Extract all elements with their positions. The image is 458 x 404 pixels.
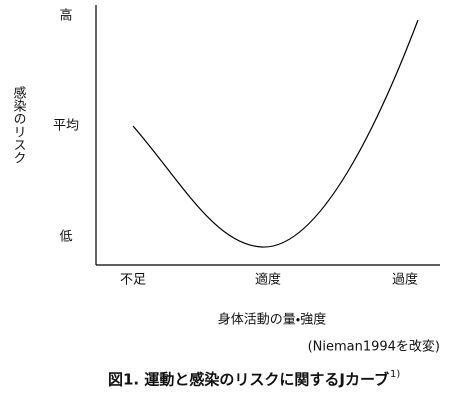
x-label: 適度 bbox=[255, 272, 281, 288]
x-label: 過度 bbox=[392, 272, 418, 288]
x-label: 不足 bbox=[120, 273, 146, 288]
x-axis-label: 身体活動の量・強度 bbox=[218, 312, 326, 328]
y-label: 低 bbox=[59, 230, 72, 245]
caption: 図1. 運動と感染のリスクに関するJカーブ bbox=[108, 371, 389, 389]
j-curve bbox=[132, 19, 419, 248]
source: (Nieman1994を改変) bbox=[308, 339, 440, 355]
y-label: 高 bbox=[59, 8, 72, 24]
caption-superscript: 1) bbox=[390, 369, 400, 380]
y-axis-label: 感染のリスク bbox=[11, 85, 27, 164]
y-label: 平均 bbox=[53, 119, 79, 134]
